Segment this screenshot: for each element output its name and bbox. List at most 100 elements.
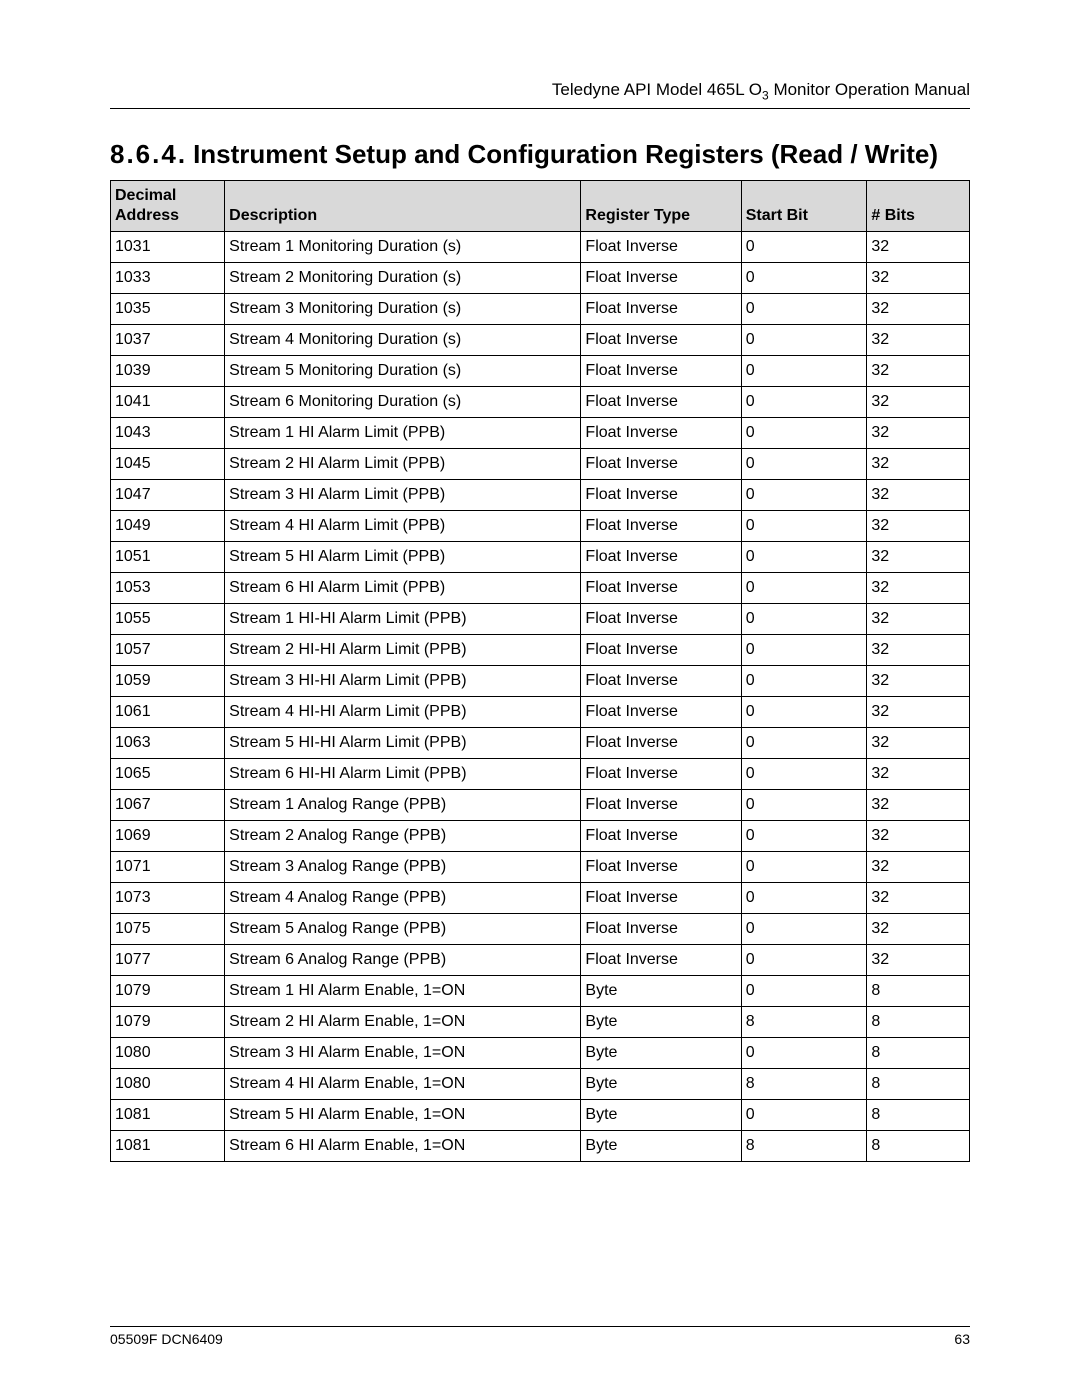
table-cell: 32 [867,449,970,480]
table-cell: Stream 2 HI-HI Alarm Limit (PPB) [225,635,581,666]
table-cell: 32 [867,325,970,356]
table-cell: Byte [581,1069,741,1100]
header-sub: 3 [762,88,769,102]
section-heading: 8.6.4. Instrument Setup and Configuratio… [110,139,970,170]
table-cell: 0 [741,883,867,914]
table-cell: Float Inverse [581,263,741,294]
table-row: 1031Stream 1 Monitoring Duration (s)Floa… [111,232,970,263]
table-cell: 0 [741,759,867,790]
table-row: 1067Stream 1 Analog Range (PPB)Float Inv… [111,790,970,821]
col-header-bits-label: # Bits [871,207,915,224]
table-cell: 1059 [111,666,225,697]
table-cell: 1061 [111,697,225,728]
table-cell: 32 [867,542,970,573]
table-cell: Stream 4 HI-HI Alarm Limit (PPB) [225,697,581,728]
table-row: 1063Stream 5 HI-HI Alarm Limit (PPB)Floa… [111,728,970,759]
table-row: 1061Stream 4 HI-HI Alarm Limit (PPB)Floa… [111,697,970,728]
table-cell: 0 [741,697,867,728]
table-cell: 0 [741,418,867,449]
table-cell: 0 [741,604,867,635]
table-cell: 32 [867,821,970,852]
table-row: 1039Stream 5 Monitoring Duration (s)Floa… [111,356,970,387]
table-row: 1051Stream 5 HI Alarm Limit (PPB)Float I… [111,542,970,573]
table-cell: Byte [581,1100,741,1131]
table-row: 1069Stream 2 Analog Range (PPB)Float Inv… [111,821,970,852]
running-header: Teledyne API Model 465L O3 Monitor Opera… [110,80,970,109]
table-cell: 1080 [111,1069,225,1100]
table-cell: Stream 5 HI-HI Alarm Limit (PPB) [225,728,581,759]
table-cell: 32 [867,852,970,883]
table-head: DecimalAddress Description Register Type… [111,181,970,232]
registers-table: DecimalAddress Description Register Type… [110,180,970,1162]
col-header-regtype: Register Type [581,181,741,232]
table-cell: 0 [741,480,867,511]
table-cell: 1045 [111,449,225,480]
table-row: 1071Stream 3 Analog Range (PPB)Float Inv… [111,852,970,883]
table-header-row: DecimalAddress Description Register Type… [111,181,970,232]
table-cell: 1067 [111,790,225,821]
table-cell: Float Inverse [581,480,741,511]
footer-right: 63 [954,1331,970,1347]
table-cell: Stream 4 HI Alarm Enable, 1=ON [225,1069,581,1100]
table-cell: 32 [867,883,970,914]
table-row: 1080Stream 3 HI Alarm Enable, 1=ONByte08 [111,1038,970,1069]
table-cell: 1081 [111,1131,225,1162]
table-cell: 32 [867,480,970,511]
table-cell: Float Inverse [581,511,741,542]
table-cell: 1035 [111,294,225,325]
footer-left: 05509F DCN6409 [110,1331,223,1347]
table-row: 1035Stream 3 Monitoring Duration (s)Floa… [111,294,970,325]
table-cell: Float Inverse [581,232,741,263]
table-cell: 32 [867,604,970,635]
table-cell: Float Inverse [581,325,741,356]
table-cell: 1069 [111,821,225,852]
table-cell: 0 [741,728,867,759]
table-cell: 8 [867,1007,970,1038]
table-cell: Stream 3 HI Alarm Limit (PPB) [225,480,581,511]
table-cell: 1053 [111,573,225,604]
table-cell: 0 [741,666,867,697]
table-row: 1041Stream 6 Monitoring Duration (s)Floa… [111,387,970,418]
table-cell: 0 [741,511,867,542]
table-cell: 1077 [111,945,225,976]
table-cell: Stream 5 HI Alarm Limit (PPB) [225,542,581,573]
table-cell: 0 [741,790,867,821]
table-body: 1031Stream 1 Monitoring Duration (s)Floa… [111,232,970,1162]
table-cell: 32 [867,387,970,418]
table-cell: 1049 [111,511,225,542]
table-cell: 1075 [111,914,225,945]
table-row: 1037Stream 4 Monitoring Duration (s)Floa… [111,325,970,356]
table-cell: Stream 1 HI-HI Alarm Limit (PPB) [225,604,581,635]
table-cell: Stream 1 Analog Range (PPB) [225,790,581,821]
table-row: 1075Stream 5 Analog Range (PPB)Float Inv… [111,914,970,945]
col-header-description-label: Description [229,207,317,224]
table-row: 1079Stream 2 HI Alarm Enable, 1=ONByte88 [111,1007,970,1038]
table-cell: 8 [867,1131,970,1162]
table-cell: 1041 [111,387,225,418]
table-cell: 1047 [111,480,225,511]
table-cell: Float Inverse [581,666,741,697]
table-row: 1081Stream 6 HI Alarm Enable, 1=ONByte88 [111,1131,970,1162]
col-header-address: DecimalAddress [111,181,225,232]
table-cell: Float Inverse [581,821,741,852]
section-title: Instrument Setup and Configuration Regis… [193,139,970,170]
table-cell: 32 [867,759,970,790]
table-row: 1077Stream 6 Analog Range (PPB)Float Inv… [111,945,970,976]
table-cell: 0 [741,387,867,418]
table-cell: Float Inverse [581,852,741,883]
table-cell: 0 [741,821,867,852]
table-row: 1049Stream 4 HI Alarm Limit (PPB)Float I… [111,511,970,542]
table-cell: Float Inverse [581,449,741,480]
table-cell: 1081 [111,1100,225,1131]
table-cell: Float Inverse [581,542,741,573]
table-cell: 32 [867,697,970,728]
table-cell: 0 [741,573,867,604]
table-cell: 1080 [111,1038,225,1069]
table-cell: 0 [741,635,867,666]
table-cell: 32 [867,294,970,325]
col-header-startbit-label: Start Bit [746,207,808,224]
table-cell: Float Inverse [581,790,741,821]
table-cell: Stream 6 Monitoring Duration (s) [225,387,581,418]
table-cell: 32 [867,356,970,387]
table-row: 1073Stream 4 Analog Range (PPB)Float Inv… [111,883,970,914]
